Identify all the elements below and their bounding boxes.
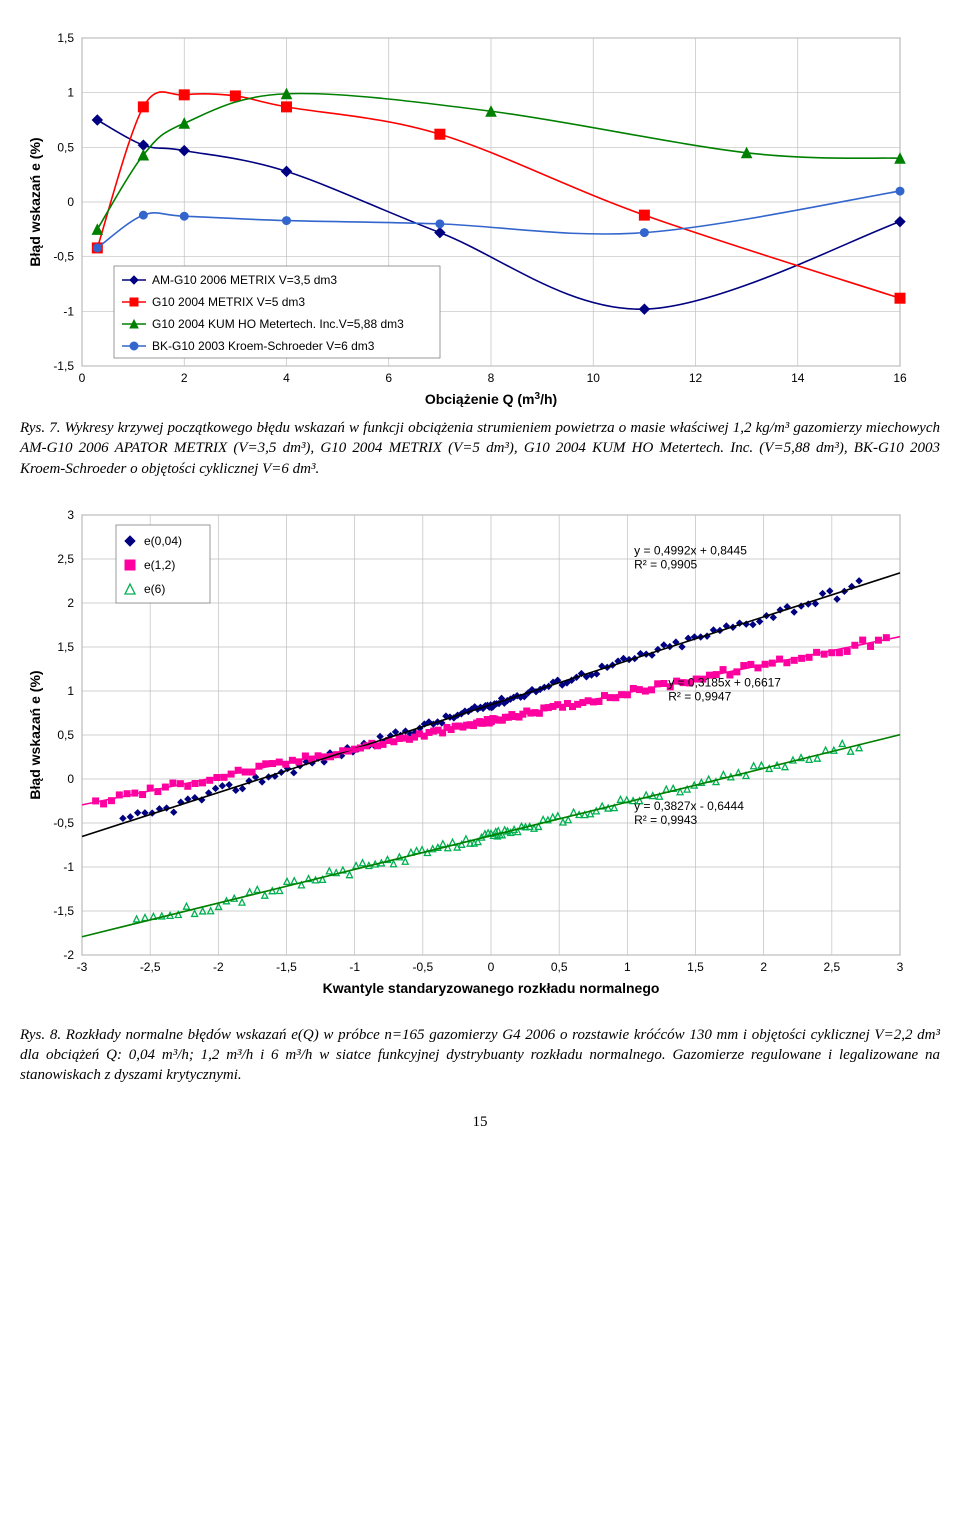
caption-2-lead: Rys. 8. [20, 1027, 66, 1043]
svg-text:2: 2 [760, 960, 767, 974]
svg-text:e(1,2): e(1,2) [144, 558, 175, 572]
svg-text:-0,5: -0,5 [53, 816, 74, 830]
svg-text:14: 14 [791, 371, 805, 385]
chart-2-svg: -3 -2,5 -2 -1,5 -1 -0,5 0 0,5 1 1,5 2 2,5 3 -2 -1,5 -1 -… [20, 497, 920, 1017]
svg-text:-1: -1 [63, 860, 74, 874]
svg-text:0: 0 [67, 195, 74, 209]
svg-text:-3: -3 [77, 960, 88, 974]
caption-1: Rys. 7. Wykresy krzywej początkowego błę… [20, 418, 940, 479]
svg-text:G10 2004 METRIX V=5 dm3: G10 2004 METRIX V=5 dm3 [152, 295, 305, 309]
svg-text:R² = 0,9943: R² = 0,9943 [634, 813, 697, 827]
caption-2: Rys. 8. Rozkłady normalne błędów wskazań… [20, 1025, 940, 1086]
svg-text:2,5: 2,5 [57, 552, 74, 566]
svg-text:y = 0,3185x + 0,6617: y = 0,3185x + 0,6617 [668, 675, 781, 689]
svg-text:0,5: 0,5 [57, 728, 74, 742]
svg-text:Błąd wskazań e (%): Błąd wskazań e (%) [27, 137, 43, 266]
svg-text:Błąd wskazań e (%): Błąd wskazań e (%) [27, 670, 43, 799]
caption-2-text: Rozkłady normalne błędów wskazań e(Q) w … [20, 1027, 940, 1084]
svg-text:G10 2004 KUM HO Metertech. Inc: G10 2004 KUM HO Metertech. Inc.V=5,88 dm… [152, 317, 404, 331]
svg-text:R² = 0,9947: R² = 0,9947 [668, 689, 731, 703]
svg-text:0: 0 [488, 960, 495, 974]
svg-text:y = 0,4992x + 0,8445: y = 0,4992x + 0,8445 [634, 543, 747, 557]
svg-text:6: 6 [385, 371, 392, 385]
svg-text:R² = 0,9905: R² = 0,9905 [634, 557, 697, 571]
svg-text:-1,5: -1,5 [276, 960, 297, 974]
svg-text:y = 0,3827x - 0,6444: y = 0,3827x - 0,6444 [634, 799, 744, 813]
svg-text:4: 4 [283, 371, 290, 385]
svg-text:BK-G10 2003 Kroem-Schroeder V=: BK-G10 2003 Kroem-Schroeder V=6 dm3 [152, 339, 375, 353]
svg-text:-1,5: -1,5 [53, 904, 74, 918]
svg-text:1: 1 [624, 960, 631, 974]
svg-text:-1,5: -1,5 [53, 359, 74, 373]
svg-text:2: 2 [67, 596, 74, 610]
svg-text:2,5: 2,5 [823, 960, 840, 974]
svg-text:-2: -2 [213, 960, 224, 974]
chart-2: -3 -2,5 -2 -1,5 -1 -0,5 0 0,5 1 1,5 2 2,5 3 -2 -1,5 -1 -… [20, 497, 940, 1017]
svg-text:0,5: 0,5 [551, 960, 568, 974]
svg-text:1: 1 [67, 684, 74, 698]
chart-1-svg: 0 2 4 6 8 10 12 14 16 -1,5 -1 -0,5 0 0,5 1 1,5 Błąd wska… [20, 20, 920, 410]
page-number: 15 [20, 1114, 940, 1131]
svg-text:16: 16 [893, 371, 907, 385]
svg-text:1: 1 [67, 86, 74, 100]
svg-text:-2,5: -2,5 [140, 960, 161, 974]
svg-text:1,5: 1,5 [57, 31, 74, 45]
svg-text:3: 3 [67, 508, 74, 522]
svg-text:e(6): e(6) [144, 582, 165, 596]
svg-text:e(0,04): e(0,04) [144, 534, 182, 548]
svg-text:Kwantyle standaryzowanego rozk: Kwantyle standaryzowanego rozkładu norma… [323, 980, 660, 996]
svg-text:2: 2 [181, 371, 188, 385]
svg-text:1,5: 1,5 [57, 640, 74, 654]
svg-text:-0,5: -0,5 [53, 250, 74, 264]
chart-1: 0 2 4 6 8 10 12 14 16 -1,5 -1 -0,5 0 0,5 1 1,5 Błąd wska… [20, 20, 940, 410]
svg-text:Obciążenie Q (m3/h): Obciążenie Q (m3/h) [425, 391, 557, 408]
svg-text:-1: -1 [349, 960, 360, 974]
svg-text:-1: -1 [63, 304, 74, 318]
svg-text:10: 10 [587, 371, 601, 385]
svg-text:0: 0 [67, 772, 74, 786]
caption-1-lead: Rys. 7. [20, 420, 65, 436]
svg-text:-0,5: -0,5 [412, 960, 433, 974]
svg-text:1,5: 1,5 [687, 960, 704, 974]
svg-text:3: 3 [897, 960, 904, 974]
svg-text:0,5: 0,5 [57, 140, 74, 154]
caption-1-text: Wykresy krzywej początkowego błędu wskaz… [20, 420, 940, 477]
svg-text:0: 0 [79, 371, 86, 385]
svg-text:8: 8 [488, 371, 495, 385]
svg-text:-2: -2 [63, 948, 74, 962]
svg-text:AM-G10 2006 METRIX V=3,5 dm3: AM-G10 2006 METRIX V=3,5 dm3 [152, 273, 337, 287]
svg-text:12: 12 [689, 371, 703, 385]
